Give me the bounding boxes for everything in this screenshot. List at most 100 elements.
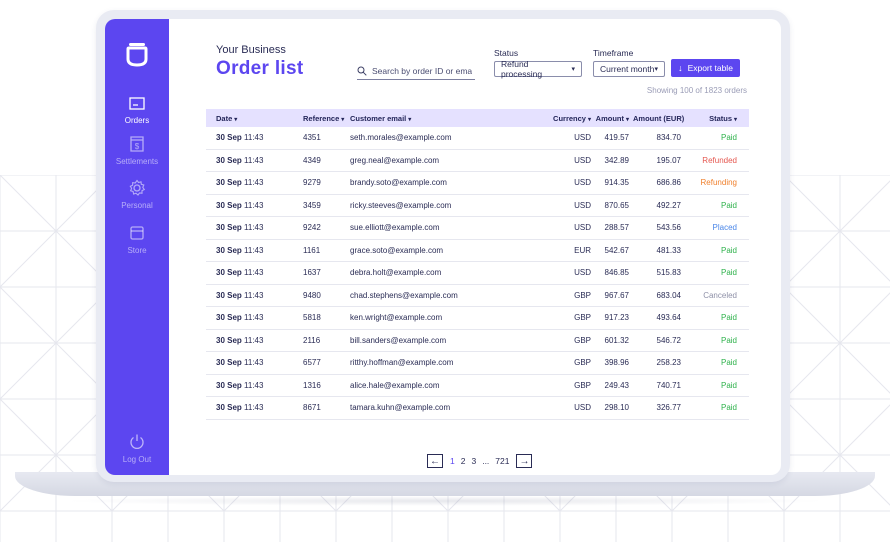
- column-header-status[interactable]: Status ▾: [709, 113, 737, 123]
- column-header-amount-eur[interactable]: Amount (EUR)▾: [633, 113, 685, 123]
- cell-status: Paid: [720, 403, 737, 413]
- cell-date: 30 Sep 11:43: [206, 268, 303, 277]
- cell-date-time: 11:43: [244, 268, 264, 278]
- page-number[interactable]: 3: [471, 456, 477, 466]
- table-row[interactable]: 30 Sep 11:43 3459 ricky.steeves@example.co…: [206, 195, 749, 217]
- sidebar-item-store[interactable]: Store: [105, 224, 169, 255]
- search-input[interactable]: [372, 66, 472, 76]
- table-row[interactable]: 30 Sep 11:43 9480 chad.stephens@example.co…: [206, 285, 749, 307]
- export-label: Export table: [687, 63, 733, 73]
- table-row[interactable]: 30 Sep 11:43 1637 debra.holt@example.com US…: [206, 262, 749, 285]
- sidebar-item-label: Orders: [124, 116, 150, 125]
- column-header-reference[interactable]: Reference ▾: [303, 113, 345, 123]
- cell-email: ritthy.hoffman@example.com: [350, 358, 454, 368]
- table-row[interactable]: 30 Sep 11:43 2116 bill.sanders@example.com…: [206, 330, 749, 352]
- column-header-amount[interactable]: Amount ▾: [595, 113, 629, 123]
- cell-date-day: 30 Sep: [216, 335, 242, 345]
- cell-email: tamara.kuhn@example.com: [350, 403, 451, 413]
- cell-currency: USD: [574, 223, 591, 233]
- cell-currency: GBP: [574, 358, 591, 368]
- column-header-date[interactable]: Date ▾: [216, 113, 238, 123]
- cell-date-day: 30 Sep: [216, 245, 242, 255]
- page-number[interactable]: 1: [450, 456, 455, 466]
- cell-currency: USD: [574, 200, 591, 210]
- cell-date-day: 30 Sep: [216, 268, 242, 278]
- cell-currency: EUR: [574, 245, 591, 255]
- table-row[interactable]: 30 Sep 11:43 6577 ritthy.hoffman@example.c…: [206, 352, 749, 375]
- cell-currency: USD: [574, 178, 591, 188]
- cell-status: Paid: [720, 380, 737, 390]
- sort-caret-icon: ▾: [234, 116, 238, 123]
- status-filter-value: Refund processing: [501, 59, 543, 79]
- sort-caret-icon: ▾: [587, 116, 591, 123]
- cell-date: 30 Sep 11:43: [206, 178, 303, 187]
- column-header-currency[interactable]: Currency ▾: [553, 113, 591, 123]
- cell-status: Canceled: [703, 290, 737, 300]
- business-name: Your Business: [216, 44, 286, 56]
- prev-page-button[interactable]: ←: [427, 454, 443, 468]
- table-row[interactable]: 30 Sep 11:43 4349 greg.neal@example.com USD…: [206, 150, 749, 172]
- cell-date: 30 Sep 11:43: [206, 358, 303, 367]
- cell-amount-eur: 492.27: [656, 200, 681, 210]
- gear-icon: [129, 179, 146, 196]
- cell-status: Placed: [712, 223, 737, 233]
- page-numbers: 1 2 3... 721: [447, 456, 512, 466]
- cell-status: Paid: [720, 133, 737, 143]
- cell-date-day: 30 Sep: [216, 380, 242, 390]
- cell-amount: 249.43: [604, 380, 629, 390]
- table-row[interactable]: 30 Sep 11:43 1161 grace.soto@example.com EU…: [206, 240, 749, 262]
- table-row[interactable]: 30 Sep 11:43 9279 brandy.soto@example.com U…: [206, 172, 749, 195]
- page-number[interactable]: 2: [460, 456, 466, 466]
- cell-reference: 2116: [303, 335, 321, 345]
- cell-date-time: 11:43: [244, 313, 264, 323]
- page-number[interactable]: 721: [495, 456, 510, 466]
- next-page-button[interactable]: →: [516, 454, 533, 468]
- arrow-right-icon: →: [519, 455, 530, 467]
- cell-date: 30 Sep 11:43: [206, 223, 303, 232]
- cell-date-day: 30 Sep: [216, 223, 242, 233]
- cell-date: 30 Sep 11:43: [206, 246, 303, 255]
- cell-currency: GBP: [574, 290, 591, 300]
- cell-status: Refunding: [700, 178, 737, 188]
- sidebar-item-personal[interactable]: Personal: [105, 179, 169, 210]
- sidebar-item-label: Settlements: [115, 157, 159, 166]
- results-count: Showing 100 of 1823 orders: [646, 86, 747, 95]
- cell-amount: 342.89: [604, 155, 629, 165]
- table-row[interactable]: 30 Sep 11:43 9242 sue.elliott@example.com U…: [206, 217, 749, 240]
- table-row[interactable]: 30 Sep 11:43 5818 ken.wright@example.com GB…: [206, 307, 749, 330]
- column-header-email[interactable]: Customer email ▾: [350, 113, 412, 123]
- search-field[interactable]: [357, 63, 475, 80]
- chevron-down-icon: ▾: [571, 66, 575, 73]
- cell-date-day: 30 Sep: [216, 178, 242, 188]
- cell-amount: 870.65: [604, 200, 629, 210]
- sidebar-item-settlements[interactable]: $ Settlements: [105, 135, 169, 166]
- cell-currency: GBP: [574, 380, 591, 390]
- cell-reference: 3459: [303, 200, 321, 210]
- logout-button[interactable]: Log Out: [105, 433, 169, 464]
- status-filter-select[interactable]: Refund processing ▾: [494, 59, 582, 79]
- cell-currency: USD: [574, 403, 591, 413]
- cell-date: 30 Sep 11:43: [206, 313, 303, 322]
- cell-date-time: 11:43: [244, 178, 264, 188]
- export-table-button[interactable]: ↓ Export table: [671, 59, 740, 77]
- cell-date: 30 Sep 11:43: [206, 291, 303, 300]
- store-icon: [130, 226, 144, 240]
- cell-email: brandy.soto@example.com: [350, 178, 447, 188]
- orders-icon: [129, 97, 145, 110]
- table-header-row: Date ▾ Reference ▾ Customer email ▾ Currenc…: [206, 109, 749, 127]
- table-row[interactable]: 30 Sep 11:43 8671 tamara.kuhn@example.com U…: [206, 397, 749, 420]
- page-ellipsis: ...: [482, 456, 490, 466]
- cell-date-time: 11:43: [244, 245, 264, 255]
- sidebar: Orders $ Settlements Personal: [105, 19, 169, 475]
- cell-reference: 4349: [303, 155, 321, 165]
- table-row[interactable]: 30 Sep 11:43 1316 alice.hale@example.com GB…: [206, 375, 749, 397]
- sidebar-item-orders[interactable]: Orders: [105, 94, 169, 125]
- svg-text:$: $: [135, 142, 140, 151]
- timeframe-filter-select[interactable]: Current month ▾: [593, 61, 665, 77]
- cell-currency: GBP: [574, 335, 591, 345]
- table-row[interactable]: 30 Sep 11:43 4351 seth.morales@example.com…: [206, 127, 749, 150]
- cell-amount-eur: 326.77: [656, 403, 681, 413]
- cell-status: Paid: [720, 313, 737, 323]
- sort-caret-icon: ▾: [733, 116, 737, 123]
- laptop-screen-frame: Orders $ Settlements Personal: [96, 10, 790, 482]
